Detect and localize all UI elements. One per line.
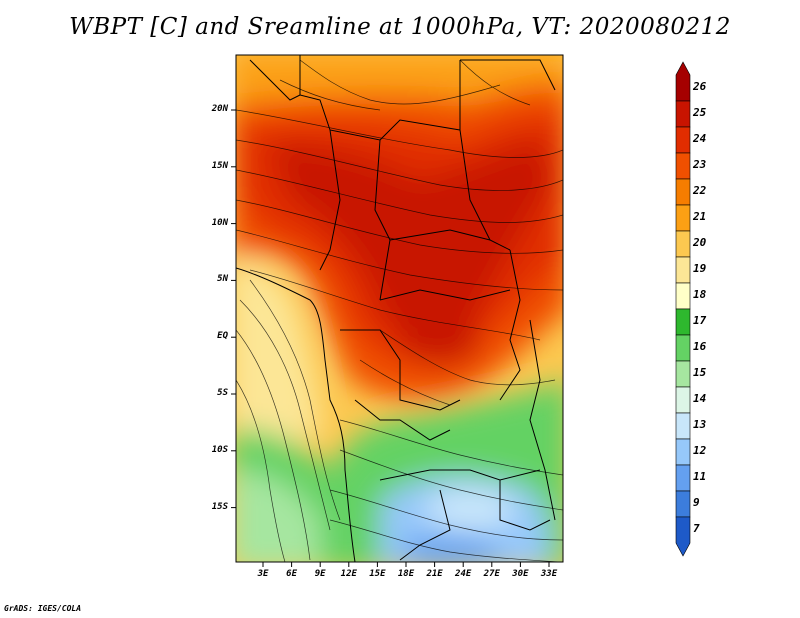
lat-label: 10S xyxy=(211,444,228,455)
colorbar-segment xyxy=(675,464,691,492)
colorbar-tick-label: 9 xyxy=(693,496,700,509)
colorbar-segment xyxy=(675,230,691,258)
colorbar-tick-label: 17 xyxy=(693,314,707,327)
borders xyxy=(236,55,556,562)
colorbar-segment xyxy=(675,126,691,154)
lat-label: 20N xyxy=(211,104,228,114)
colorbar-tick-label: 24 xyxy=(693,132,707,145)
wbpt-field xyxy=(236,55,563,562)
colorbar-segment xyxy=(675,438,691,466)
colorbar-tick-label: 25 xyxy=(693,106,707,119)
colorbar-tick-label: 20 xyxy=(693,236,707,249)
colorbar-segment xyxy=(675,490,691,518)
colorbar xyxy=(675,61,691,557)
lat-label: 15S xyxy=(211,501,228,512)
colorbar-segment xyxy=(675,360,691,388)
colorbar-tick-label: 21 xyxy=(693,210,707,223)
colorbar-tick-label: 14 xyxy=(693,392,707,405)
streamlines xyxy=(236,59,563,562)
colorbar-tick-label: 22 xyxy=(693,184,707,197)
lat-label: 15N xyxy=(211,160,228,171)
lat-label: 10N xyxy=(211,217,228,228)
lon-label: 24E xyxy=(455,569,472,579)
lon-label: 3E xyxy=(257,569,269,579)
colorbar-segment xyxy=(675,61,691,102)
colorbar-segment xyxy=(675,152,691,180)
map-frame xyxy=(235,54,564,563)
colorbar-segment xyxy=(675,100,691,128)
lon-label: 12E xyxy=(340,569,357,579)
colorbar-tick-label: 16 xyxy=(693,340,707,353)
lat-label: EQ xyxy=(217,331,228,342)
colorbar-tick-label: 18 xyxy=(693,288,707,301)
colorbar-segment xyxy=(675,516,691,557)
colorbar-segment xyxy=(675,412,691,440)
lon-label: 30E xyxy=(512,569,529,579)
chart-title: WBPT [C] and Sreamline at 1000hPa, VT: 2… xyxy=(69,14,731,40)
colorbar-segment xyxy=(675,334,691,362)
lon-label: 27E xyxy=(483,569,500,579)
colorbar-segment xyxy=(675,282,691,310)
lon-label: 6E xyxy=(286,569,298,579)
colorbar-tick-label: 15 xyxy=(693,366,707,379)
colorbar-segment xyxy=(675,178,691,206)
colorbar-tick-label: 13 xyxy=(693,418,707,431)
lon-label: 18E xyxy=(397,569,415,579)
lon-label: 33E xyxy=(540,569,558,579)
lon-label: 15E xyxy=(369,569,386,579)
credit-text: GrADS: IGES/COLA xyxy=(4,604,82,613)
colorbar-tick-label: 19 xyxy=(693,262,707,275)
colorbar-tick-label: 23 xyxy=(693,158,707,171)
axis-ticks xyxy=(231,109,550,567)
colorbar-segment xyxy=(675,308,691,336)
colorbar-segment xyxy=(675,204,691,232)
colorbar-tick-label: 12 xyxy=(693,444,707,457)
lat-label: 5N xyxy=(217,274,228,285)
colorbar-segment xyxy=(675,386,691,414)
colorbar-tick-label: 11 xyxy=(693,470,707,483)
lon-label: 9E xyxy=(314,569,326,579)
colorbar-tick-label: 26 xyxy=(693,80,707,93)
colorbar-segment xyxy=(675,256,691,284)
lon-label: 21E xyxy=(426,569,443,579)
colorbar-tick-label: 7 xyxy=(693,522,700,535)
lat-label: 5S xyxy=(217,388,228,398)
